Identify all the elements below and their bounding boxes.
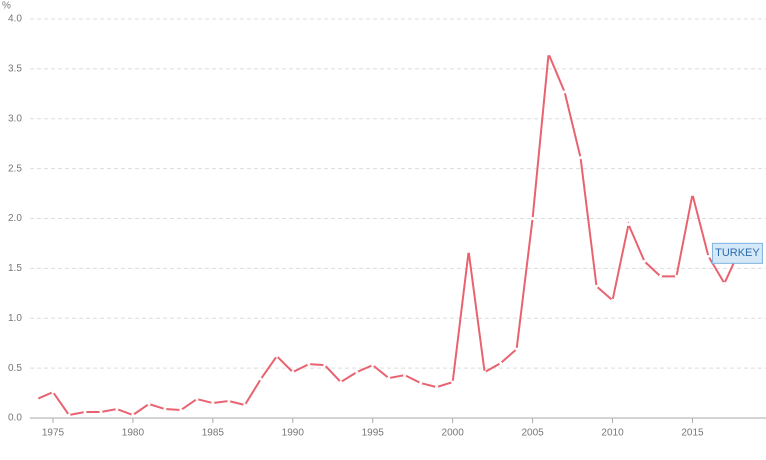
point (690, 193, 694, 197)
x-tick-label: 1985 (202, 428, 225, 439)
point (531, 217, 535, 220)
point (195, 397, 199, 401)
x-tick-label: 1995 (362, 428, 385, 439)
point (579, 156, 583, 160)
series-tag-box (711, 242, 763, 264)
y-tick-label: 1.5 (8, 263, 22, 274)
point (451, 380, 455, 384)
point (722, 281, 726, 285)
point (387, 376, 391, 380)
point (339, 380, 343, 384)
point (147, 402, 151, 406)
point (51, 390, 55, 394)
x-tick-label: 2015 (681, 428, 704, 439)
point (35, 397, 39, 401)
y-tick-label: 3.0 (8, 113, 22, 124)
series-line (36, 53, 742, 417)
point (83, 410, 87, 414)
point (131, 413, 135, 417)
point (515, 347, 519, 351)
point (611, 298, 615, 302)
y-axis-label: % (2, 1, 11, 12)
point (658, 274, 662, 278)
point (643, 259, 646, 263)
point (547, 52, 551, 56)
point (227, 399, 231, 403)
point (211, 401, 215, 405)
x-tick-label: 1980 (122, 428, 145, 439)
x-tick-label: 1975 (42, 428, 65, 439)
point (355, 370, 359, 374)
x-tick-label: 1990 (282, 428, 305, 439)
y-tick-label: 0.0 (8, 413, 22, 424)
point (99, 410, 103, 414)
point (275, 354, 279, 358)
x-tick-label: 2005 (521, 428, 544, 439)
point (67, 413, 71, 417)
point (179, 408, 183, 412)
y-tick-label: 0.5 (8, 363, 22, 374)
point (323, 363, 327, 367)
x-tick-label: 2000 (442, 428, 465, 439)
point (259, 377, 263, 381)
point (371, 363, 375, 367)
point (706, 254, 710, 258)
y-tick-label: 2.0 (8, 213, 22, 224)
x-tick-label: 2010 (601, 428, 624, 439)
point (467, 249, 471, 253)
point (243, 403, 247, 407)
point (115, 407, 119, 411)
y-tick-label: 3.5 (8, 64, 22, 75)
y-tick-label: 1.0 (8, 313, 22, 324)
point (163, 407, 167, 411)
point (595, 284, 599, 288)
point (627, 222, 631, 226)
point (419, 381, 423, 385)
point (403, 373, 407, 377)
series-tag: TURKEY (715, 247, 760, 259)
point (307, 362, 311, 366)
point (291, 370, 295, 374)
y-tick-label: 2.5 (8, 163, 22, 174)
point (483, 370, 487, 374)
point (563, 90, 567, 94)
point (499, 361, 503, 365)
y-tick-label: 4.0 (8, 14, 22, 25)
point (435, 385, 439, 389)
point (674, 274, 678, 278)
